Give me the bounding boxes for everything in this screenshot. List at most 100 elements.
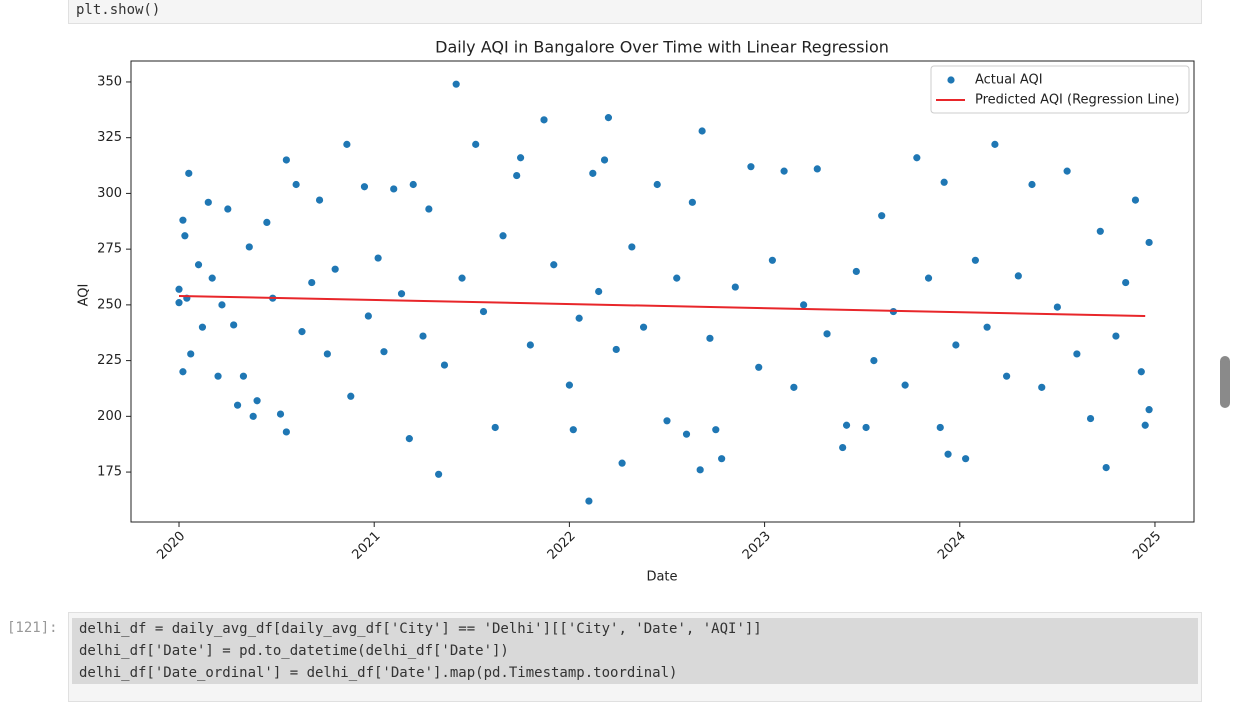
scatter-point bbox=[717, 454, 727, 464]
scatter-point bbox=[627, 242, 637, 252]
y-tick-label: 175 bbox=[97, 465, 122, 480]
scatter-point bbox=[408, 180, 418, 189]
scatter-point bbox=[1002, 371, 1012, 381]
scatter-point bbox=[935, 423, 945, 432]
scatter-point bbox=[229, 320, 239, 330]
plot-frame bbox=[130, 60, 1195, 523]
scatter-point bbox=[451, 79, 461, 89]
scatter-point bbox=[754, 362, 764, 372]
scatter-point bbox=[662, 416, 672, 426]
scatter-point bbox=[239, 371, 248, 381]
code-cell[interactable]: plt.show() bbox=[68, 0, 1202, 24]
scatter-point bbox=[281, 155, 291, 165]
scatter-point bbox=[822, 329, 832, 339]
scatter-point bbox=[389, 184, 399, 194]
code-selection: delhi_df = daily_avg_df[daily_avg_df['Ci… bbox=[72, 618, 1198, 684]
scatter-point bbox=[360, 182, 369, 192]
scatter-point bbox=[203, 197, 213, 207]
scatter-point bbox=[900, 380, 910, 390]
scatter-point bbox=[604, 113, 613, 123]
scatter-point bbox=[574, 313, 584, 323]
scatter-point bbox=[471, 139, 481, 149]
scatter-point bbox=[1101, 463, 1111, 473]
scatter-point bbox=[373, 253, 383, 263]
scatter-point bbox=[276, 409, 285, 419]
scatter-point bbox=[1144, 405, 1154, 415]
scatter-point bbox=[767, 255, 777, 265]
scatter-point bbox=[838, 443, 848, 452]
scatter-point bbox=[248, 411, 258, 421]
scatter-point bbox=[611, 345, 621, 354]
scatter-point bbox=[174, 298, 184, 308]
scatter-point bbox=[652, 180, 662, 189]
y-axis-label: AQI bbox=[77, 284, 92, 307]
scatter-point bbox=[1062, 166, 1072, 176]
scatter-point bbox=[639, 322, 648, 332]
scatter-point bbox=[363, 311, 373, 321]
scatter-point bbox=[1027, 180, 1037, 189]
legend-label: Actual AQI bbox=[975, 73, 1043, 88]
scatter-point bbox=[223, 204, 233, 214]
scatter-point bbox=[516, 153, 525, 163]
scatter-point bbox=[307, 278, 317, 287]
scatter-point bbox=[617, 458, 627, 468]
code-line: delhi_df['Date'] = pd.to_datetime(delhi_… bbox=[79, 643, 509, 659]
scatter-point bbox=[184, 168, 194, 178]
scatter-point bbox=[1072, 349, 1082, 359]
scatter-point bbox=[1013, 271, 1023, 281]
code-cell[interactable]: delhi_df = daily_avg_df[daily_avg_df['Ci… bbox=[68, 612, 1202, 702]
y-tick-label: 250 bbox=[97, 297, 122, 312]
x-tick-label: 2022 bbox=[545, 529, 579, 563]
scatter-point bbox=[244, 242, 254, 252]
scatter-point bbox=[924, 273, 933, 283]
scatter-point bbox=[174, 284, 184, 294]
code-line: delhi_df['Date_ordinal'] = delhi_df['Dat… bbox=[79, 665, 678, 681]
scatter-point bbox=[498, 231, 508, 241]
scatter-point bbox=[297, 327, 307, 337]
scatter-point bbox=[982, 322, 992, 332]
scatter-point bbox=[799, 300, 809, 310]
scatter-point bbox=[687, 197, 697, 207]
scatter-point bbox=[1140, 420, 1150, 430]
scatter-point bbox=[213, 371, 223, 381]
scatter-point bbox=[281, 427, 291, 437]
scatter-point bbox=[418, 331, 428, 341]
y-tick-label: 300 bbox=[97, 186, 122, 201]
scatter-point bbox=[861, 423, 871, 432]
scatter-point bbox=[912, 153, 922, 163]
legend-marker bbox=[946, 75, 956, 85]
y-tick-label: 325 bbox=[97, 130, 122, 145]
scatter-point bbox=[1037, 382, 1047, 392]
scatter-point bbox=[730, 282, 740, 292]
scatter-point bbox=[1121, 278, 1131, 287]
code-line: plt.show() bbox=[76, 2, 161, 18]
scatter-point bbox=[682, 429, 691, 439]
cell-prompt: [121]: bbox=[7, 620, 58, 636]
scatter-point bbox=[1144, 238, 1154, 247]
scatter-point bbox=[1111, 331, 1121, 341]
scatter-point bbox=[779, 166, 789, 176]
scatter-point bbox=[186, 349, 196, 359]
scatter-point bbox=[705, 333, 715, 343]
scatter-point bbox=[549, 260, 559, 270]
legend-box bbox=[930, 65, 1190, 114]
scatter-point bbox=[315, 195, 324, 205]
y-tick-label: 200 bbox=[97, 409, 122, 424]
scatter-point bbox=[568, 425, 578, 435]
y-tick-label: 275 bbox=[97, 242, 122, 257]
scatter-point bbox=[711, 425, 721, 435]
code-line: delhi_df = daily_avg_df[daily_avg_df['Ci… bbox=[79, 621, 762, 637]
scatter-point bbox=[322, 349, 332, 359]
scatter-point bbox=[490, 423, 500, 432]
scatter-point bbox=[812, 164, 822, 174]
x-tick-label: 2020 bbox=[154, 529, 188, 563]
scatter-point bbox=[943, 449, 953, 459]
scatter-point bbox=[434, 469, 444, 479]
scatter-point bbox=[178, 367, 188, 377]
scatter-point bbox=[869, 356, 879, 366]
scatter-point bbox=[1095, 226, 1105, 236]
scatter-point bbox=[178, 215, 188, 225]
scrollbar[interactable] bbox=[1220, 356, 1230, 408]
scatter-point bbox=[1052, 302, 1062, 312]
scatter-point bbox=[198, 322, 207, 332]
